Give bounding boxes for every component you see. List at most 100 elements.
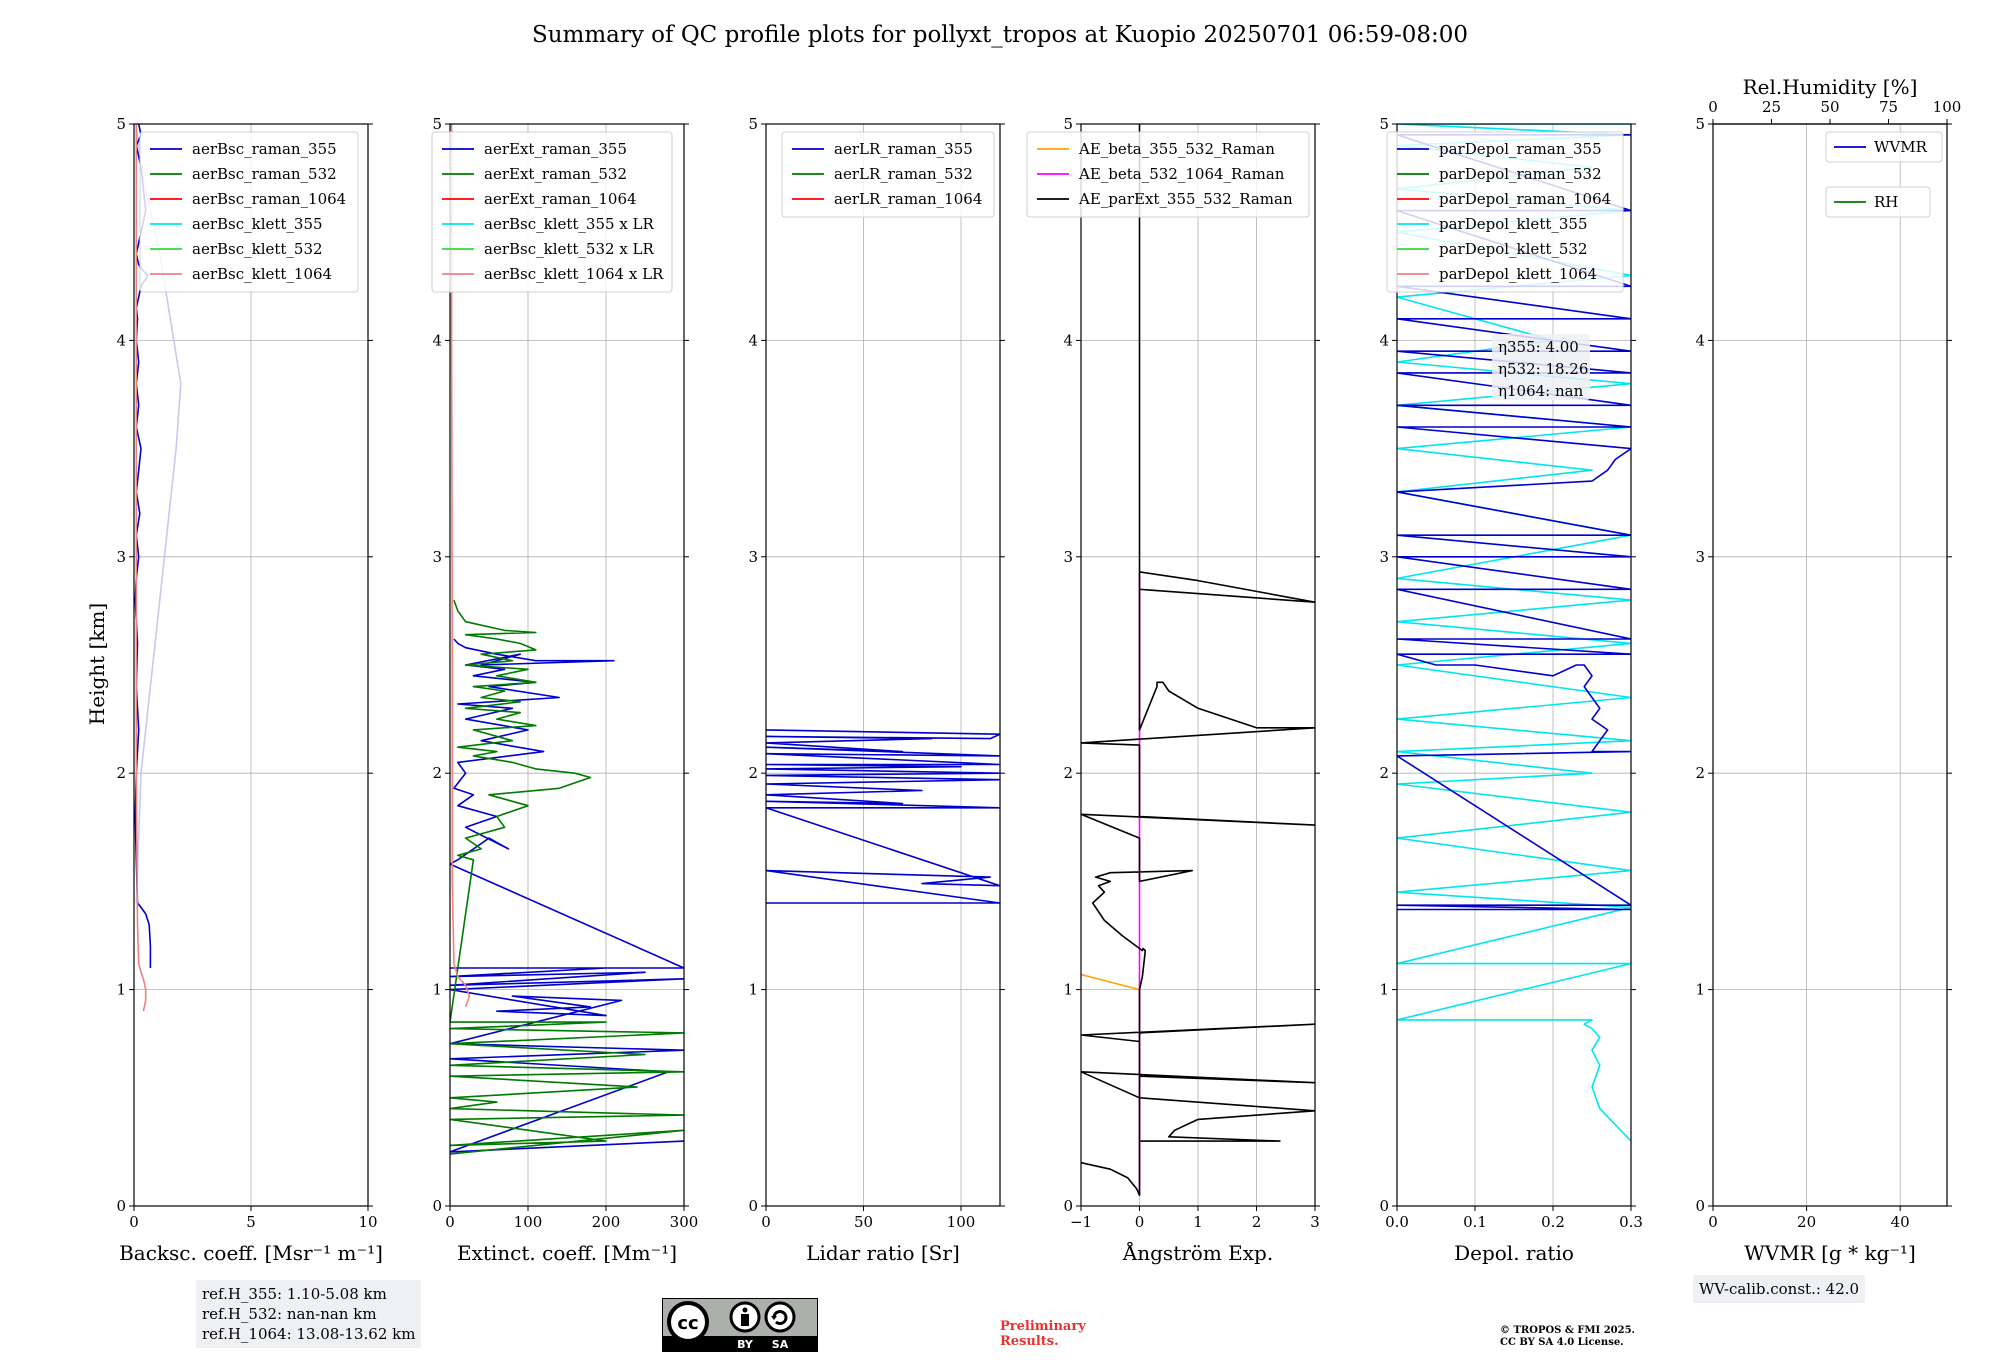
top-tick-label: 50 (1820, 98, 1839, 116)
y-tick-label: 2 (1063, 764, 1073, 782)
x-tick-label: 100 (947, 1213, 976, 1231)
svg-text:cc: cc (677, 1313, 698, 1334)
wv-calib-text: WV-calib.const.: 42.0 (1699, 1280, 1860, 1298)
copyright-line-2: CC BY SA 4.0 License. (1500, 1337, 1624, 1348)
panel-5: 0.0 0.1 0.2 0.3 0 1 2 3 4 5 Depol. ratio parDepol_r… (1379, 115, 1642, 1265)
preliminary-note: Preliminary Results. (1000, 1319, 1086, 1349)
x-tick-label: 0.3 (1619, 1213, 1643, 1231)
y-tick-label: 0 (1379, 1197, 1389, 1215)
series-group (450, 124, 684, 1155)
badge-sa-label: SA (772, 1338, 789, 1351)
x-axis-label: Ångström Exp. (1122, 1240, 1273, 1265)
legend-box (1026, 131, 1310, 218)
x-tick-label: 20 (1797, 1213, 1816, 1231)
x-tick-label: 0 (1708, 1213, 1718, 1231)
ref-height-box: ref.H_355: 1.10-5.08 km ref.H_532: nan-n… (196, 1280, 422, 1348)
y-tick-label: 2 (116, 764, 126, 782)
top-tick-label: 100 (1933, 98, 1962, 116)
legend-entry: aerExt_raman_355 (484, 140, 627, 158)
legend-box (1386, 131, 1624, 293)
legend-box (431, 131, 673, 293)
wv-calib-box: WV-calib.const.: 42.0 (1693, 1275, 1866, 1303)
x-axis-label: Lidar ratio [Sr] (806, 1241, 960, 1265)
y-tick-label: 0 (432, 1197, 442, 1215)
series-line-2 (1397, 134, 1631, 911)
share-alike-icon (764, 1301, 796, 1333)
panel-1: 0 5 10 0 1 2 3 4 5 Backsc. coeff. [Msr⁻¹ m⁻¹] aerB… (116, 115, 382, 1265)
axes-frame (449, 123, 685, 1207)
x-tick-label: 100 (514, 1213, 543, 1231)
series-group (766, 729, 1000, 904)
eta-box (1492, 334, 1590, 400)
badge-by-label: BY (737, 1338, 754, 1351)
series-group (1081, 124, 1315, 1196)
legend-entry: AE_parExt_355_532_Raman (1078, 190, 1293, 208)
panel-2: 0 100 200 300 0 1 2 3 4 5 Extinct. coeff. [Mm⁻¹] ae… (431, 115, 698, 1265)
legend-entry: AE_beta_532_1064_Raman (1078, 165, 1285, 183)
legend-entry: aerBsc_raman_355 (192, 140, 337, 158)
top-tick-label: 25 (1762, 98, 1781, 116)
y-tick-label: 2 (1695, 764, 1705, 782)
legend-entry: aerExt_raman_1064 (484, 190, 637, 208)
ref-height-532: ref.H_532: nan-nan km (202, 1305, 377, 1323)
series-line-1 (766, 729, 1000, 904)
y-tick-label: 3 (432, 548, 442, 566)
top-tick-label: 75 (1879, 98, 1898, 116)
figure-title: Summary of QC profile plots for pollyxt_… (531, 22, 1469, 48)
y-tick-label: 1 (432, 981, 442, 999)
y-tick-label: 4 (116, 331, 126, 349)
eta-annotation: η355: 4.00 (1498, 338, 1579, 356)
top-tick-label: 0 (1708, 98, 1718, 116)
legend-box (781, 131, 995, 218)
y-tick-label: 5 (116, 115, 126, 133)
legend-entry: aerBsc_klett_532 (192, 240, 323, 258)
y-tick-label: 2 (748, 764, 758, 782)
legend-entry: aerExt_raman_532 (484, 165, 627, 183)
series-line-3 (135, 124, 147, 1012)
y-tick-label: 3 (116, 548, 126, 566)
axes-frame (1396, 123, 1632, 1207)
y-tick-label: 2 (432, 764, 442, 782)
y-tick-label: 5 (1379, 115, 1389, 133)
x-tick-label: 0.1 (1463, 1213, 1487, 1231)
legend-entry: parDepol_klett_1064 (1439, 265, 1597, 283)
x-tick-label: 3 (1310, 1213, 1320, 1231)
y-tick-label: 0 (1695, 1197, 1705, 1215)
legend-entry: RH (1874, 193, 1898, 211)
x-axis-label: Backsc. coeff. [Msr⁻¹ m⁻¹] (119, 1241, 383, 1265)
series-line-1 (1081, 973, 1140, 991)
panel-3: 0 50 100 0 1 2 3 4 5 Lidar ratio [Sr] aerLR_raman_… (748, 115, 1005, 1265)
series-group (1397, 124, 1631, 1142)
axes-frame (765, 123, 1001, 1207)
panel-6: 0 20 40 0 1 2 3 4 5 WVMR [g * kg⁻¹] 0 25 50 75 100 Rel.… (1695, 75, 1961, 1265)
legend-box (1825, 186, 1931, 218)
y-tick-label: 5 (748, 115, 758, 133)
x-tick-label: 0.2 (1541, 1213, 1565, 1231)
x-tick-label: 40 (1891, 1213, 1910, 1231)
y-tick-label: 4 (432, 331, 442, 349)
y-tick-label: 5 (1695, 115, 1705, 133)
x-tick-label: 2 (1252, 1213, 1262, 1231)
legend-entry: WVMR (1874, 138, 1928, 156)
legend-entry: parDepol_raman_355 (1439, 140, 1602, 158)
legend-entry: parDepol_klett_532 (1439, 240, 1588, 258)
y-tick-label: 0 (1063, 1197, 1073, 1215)
legend-entry: aerLR_raman_355 (834, 140, 973, 158)
x-tick-label: 0 (129, 1213, 139, 1231)
x-axis-label: Depol. ratio (1454, 1241, 1574, 1265)
legend-box (1825, 131, 1943, 163)
legend-entry: parDepol_raman_532 (1439, 165, 1602, 183)
x-tick-label: 0 (761, 1213, 771, 1231)
x-tick-label: 10 (358, 1213, 377, 1231)
y-tick-label: 4 (748, 331, 758, 349)
y-tick-label: 2 (1379, 764, 1389, 782)
cc-license-badge: cc BY SA (662, 1298, 818, 1352)
y-tick-label: 3 (748, 548, 758, 566)
ref-height-1064: ref.H_1064: 13.08-13.62 km (202, 1325, 416, 1343)
y-axis-label: Height [km] (85, 603, 109, 725)
x-tick-label: 200 (592, 1213, 621, 1231)
eta-annotation: η532: 18.26 (1498, 360, 1588, 378)
series-line-3 (450, 124, 471, 1008)
legend-entry: aerBsc_klett_1064 (192, 265, 332, 283)
